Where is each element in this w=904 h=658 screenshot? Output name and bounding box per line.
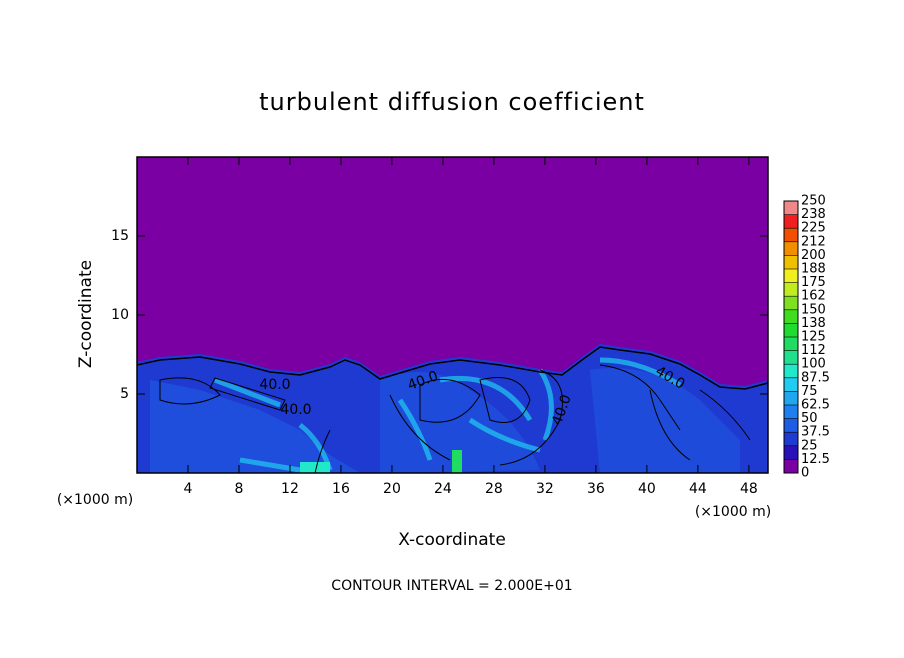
colorbar-label: 12.5 <box>801 452 830 467</box>
y-axis-label: Z-coordinate <box>76 260 96 368</box>
colorbar-label: 238 <box>801 207 826 222</box>
colorbar-cell <box>784 241 798 256</box>
colorbar-label: 138 <box>801 316 826 331</box>
colorbar-cell <box>784 418 798 433</box>
colorbar-cell <box>784 350 798 365</box>
x-unit: (×1000 m) <box>57 492 133 508</box>
x-axis-label: X-coordinate <box>398 530 506 550</box>
contour-line <box>209 377 286 411</box>
colorbar-cell <box>784 309 798 324</box>
contour-line <box>389 394 451 461</box>
contour-line <box>499 369 563 466</box>
colorbar-label: 150 <box>801 302 826 317</box>
x-unit: (×1000 m) <box>695 504 771 520</box>
field-streak <box>468 417 541 453</box>
x-tick-label: 8 <box>235 481 244 497</box>
x-tick-label: 4 <box>184 481 193 497</box>
colorbar-cell <box>784 432 798 446</box>
y-tick-label: 5 <box>120 386 129 402</box>
contour-line <box>314 429 331 474</box>
colorbar-cell <box>784 391 798 405</box>
colorbar-cell <box>784 459 798 473</box>
colorbar-label: 212 <box>801 234 826 249</box>
colorbar-label: 37.5 <box>801 425 830 440</box>
colorbar-cell <box>784 214 798 229</box>
x-tick-label: 28 <box>485 481 503 497</box>
footnote: CONTOUR INTERVAL = 2.000E+01 <box>331 578 572 594</box>
y-tick-label: 15 <box>111 228 129 244</box>
colorbar-label: 75 <box>801 384 818 399</box>
colorbar-cell <box>784 282 798 297</box>
x-tick-label: 40 <box>638 481 656 497</box>
colorbar-cell <box>784 201 798 215</box>
x-tick-label: 12 <box>281 481 299 497</box>
x-tick-label: 16 <box>332 481 350 497</box>
field-streak <box>397 398 433 461</box>
colorbar-label: 175 <box>801 275 826 290</box>
chart-title: turbulent diffusion coefficient <box>259 88 645 116</box>
colorbar-cell <box>784 255 798 269</box>
field-patch <box>452 450 462 473</box>
contour-line <box>699 389 751 441</box>
contour-line <box>419 378 481 423</box>
colorbar-cell <box>784 445 798 460</box>
colorbar-cell <box>784 337 798 351</box>
x-tick-label: 44 <box>689 481 707 497</box>
colorbar-label: 200 <box>801 248 826 263</box>
colorbar-label: 125 <box>801 330 826 345</box>
colorbar-cell <box>784 269 798 283</box>
field-streak <box>537 368 554 441</box>
colorbar-label: 87.5 <box>801 370 830 385</box>
colorbar-label: 188 <box>801 262 826 277</box>
colorbar-cell <box>784 405 798 419</box>
field-region <box>590 368 740 473</box>
colorbar-label: 0 <box>801 466 809 481</box>
x-tick-label: 32 <box>536 481 554 497</box>
contour-line <box>136 346 769 390</box>
colorbar-cell <box>784 323 798 337</box>
x-tick-label: 20 <box>383 481 401 497</box>
colorbar-label: 225 <box>801 221 826 236</box>
colorbar-label: 250 <box>801 194 826 209</box>
field-streak <box>599 357 682 388</box>
field-region <box>150 380 360 473</box>
colorbar-label: 62.5 <box>801 398 830 413</box>
colorbar-cell <box>784 296 798 310</box>
colorbar-label: 112 <box>801 343 826 358</box>
contour-label: 40.0 <box>280 402 311 418</box>
colorbar-label: 100 <box>801 357 826 372</box>
colorbar-label: 25 <box>801 438 818 453</box>
x-tick-label: 24 <box>434 481 452 497</box>
contour-line <box>599 364 681 431</box>
colorbar-cell <box>784 364 798 378</box>
colorbar-cell <box>784 377 798 392</box>
field-patch <box>300 462 330 473</box>
field-streak <box>439 375 533 422</box>
colorbar-label: 162 <box>801 289 826 304</box>
contour-label: 40.0 <box>259 377 290 393</box>
contour-line <box>649 389 691 461</box>
contour-line <box>479 377 531 423</box>
x-tick-label: 48 <box>740 481 758 497</box>
contour-line <box>159 377 221 405</box>
colorbar-cell <box>784 228 798 242</box>
x-tick-label: 36 <box>587 481 605 497</box>
field-streak <box>214 377 281 408</box>
y-tick-label: 10 <box>111 307 129 323</box>
colorbar-label: 50 <box>801 411 818 426</box>
